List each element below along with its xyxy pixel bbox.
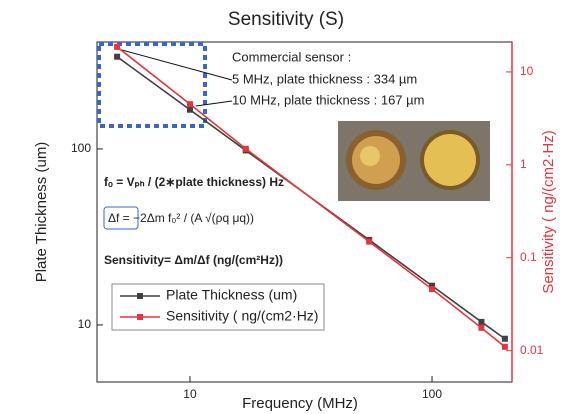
x-tick-label: 100 — [422, 387, 442, 401]
formula-box — [103, 206, 139, 230]
y2-tick-label: 1 — [520, 157, 527, 171]
annotation: Commercial sensor : — [232, 49, 351, 64]
marker — [501, 335, 508, 342]
y2-tick-label: 10 — [520, 64, 534, 78]
marker — [429, 282, 436, 289]
formula: fₒ = Vₚₕ / (2∗plate thickness) Hz — [104, 175, 284, 189]
y-axis-label: Plate Thickness (um) — [33, 142, 50, 283]
legend-label: Sensitivity ( ng/(cm2·Hz) — [166, 308, 318, 324]
y-tick-label: 10 — [78, 317, 92, 331]
highlight-box — [97, 42, 207, 128]
y2-axis-label: Sensitivity ( ng/(cm2·Hz) — [540, 130, 557, 293]
marker — [501, 343, 508, 350]
x-axis-label: Frequency (MHz) — [242, 395, 358, 412]
annotation: 10 MHz, plate thickness : 167 µm — [232, 92, 424, 107]
marker — [478, 318, 485, 325]
chart-title: Sensitivity (S) — [228, 9, 344, 30]
marker — [478, 324, 485, 331]
legend-label: Plate Thickness (um) — [166, 287, 297, 303]
formula: Sensitivity= Δm/Δf (ng/(cm²Hz)) — [104, 253, 283, 267]
y2-tick-label: 0.01 — [520, 343, 544, 357]
y2-tick-label: 0.1 — [520, 250, 537, 264]
legend — [111, 283, 325, 331]
arrow — [121, 49, 233, 81]
marker — [242, 145, 249, 152]
legend-marker — [137, 293, 143, 299]
photo — [338, 121, 490, 201]
marker — [186, 101, 193, 108]
legend-marker — [137, 314, 143, 320]
marker — [366, 238, 373, 245]
marker — [114, 53, 121, 60]
annotation: 5 MHz, plate thickness : 334 µm — [232, 71, 417, 86]
formula: Δf = −2Δm f₀² / (A √(ρq μq)) — [108, 211, 254, 225]
marker — [114, 43, 121, 50]
marker — [429, 286, 436, 293]
arrow — [195, 100, 233, 107]
x-tick-label: 10 — [183, 387, 197, 401]
y-tick-label: 100 — [71, 141, 91, 155]
marker — [186, 106, 193, 113]
